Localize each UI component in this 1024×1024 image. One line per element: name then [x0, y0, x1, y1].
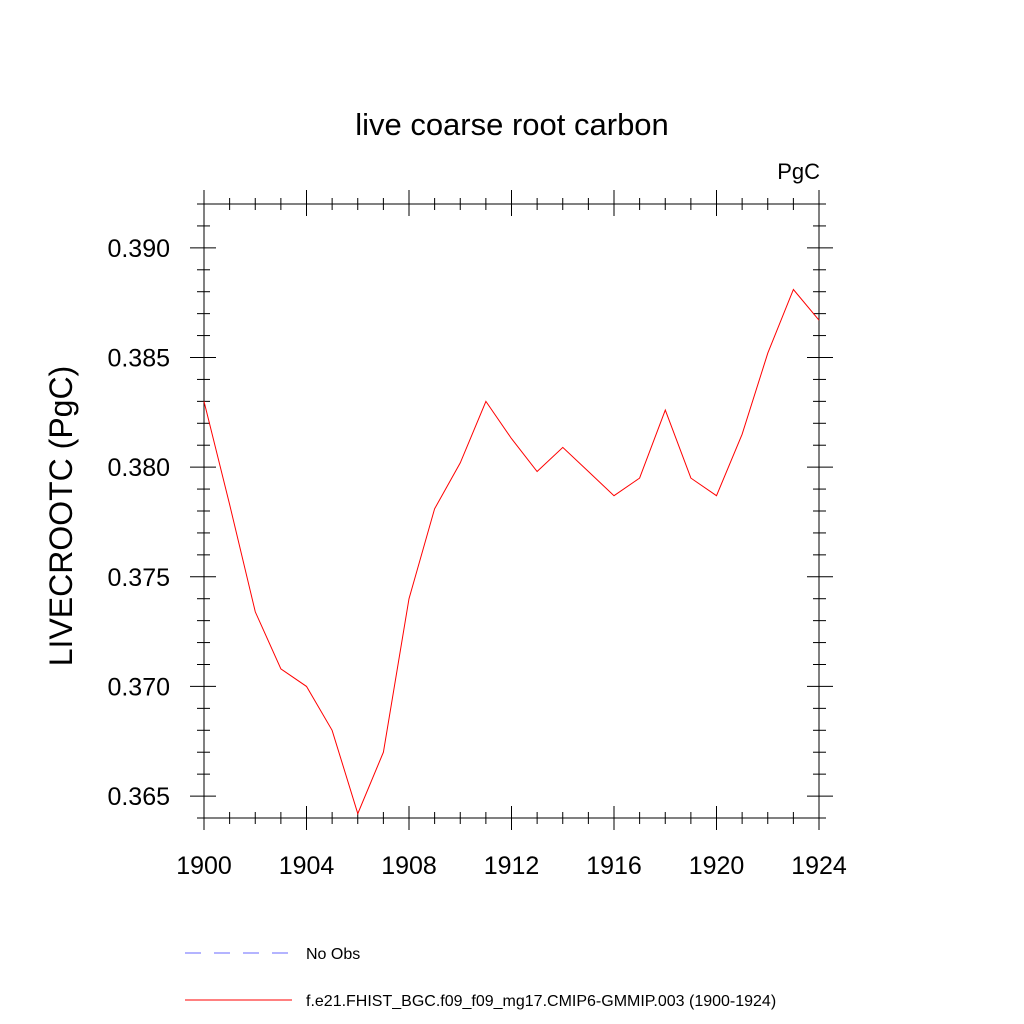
y-axis-label: LIVECROOTC (PgC): [43, 366, 79, 666]
x-tick-label: 1916: [586, 852, 642, 880]
x-tick-label: 1908: [381, 852, 437, 880]
legend-label: No Obs: [306, 946, 360, 963]
axis-ticks: [190, 190, 833, 830]
x-tick-label: 1912: [484, 852, 540, 880]
y-tick-label: 0.380: [107, 454, 170, 482]
legend: No Obs f.e21.FHIST_BGC.f09_f09_mg17.CMIP6…: [185, 946, 776, 1010]
y-tick-label: 0.375: [107, 564, 170, 592]
chart-title: live coarse root carbon: [355, 107, 669, 142]
series-line: [203, 288, 820, 816]
units-label: PgC: [777, 159, 820, 184]
x-tick-label: 1924: [791, 852, 847, 880]
series-layer: [203, 288, 820, 816]
y-tick-label: 0.385: [107, 345, 170, 373]
tick-labels: 1900 1904 1908 1912 1916 1920 1924 0.365 0.370 0.…: [107, 235, 846, 880]
x-tick-label: 1900: [176, 852, 232, 880]
legend-label: f.e21.FHIST_BGC.f09_f09_mg17.CMIP6-GMMIP…: [306, 993, 776, 1010]
y-tick-label: 0.365: [107, 783, 170, 811]
x-tick-label: 1920: [689, 852, 745, 880]
x-tick-label: 1904: [279, 852, 335, 880]
y-tick-label: 0.370: [107, 673, 170, 701]
y-tick-label: 0.390: [107, 235, 170, 263]
plot-frame: [203, 203, 820, 819]
